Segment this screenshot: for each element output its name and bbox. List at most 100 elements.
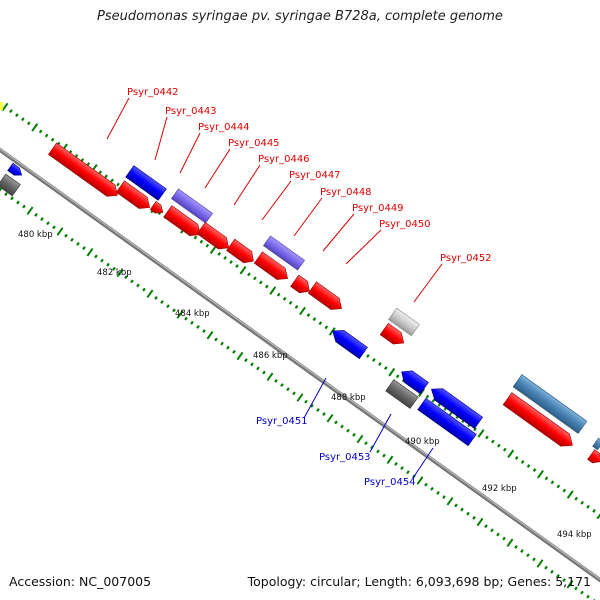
gene-label-forward[interactable]: Psyr_0452 — [440, 253, 492, 264]
major-tick — [206, 331, 214, 340]
minor-tick — [430, 486, 434, 491]
gene-arrow-steel[interactable] — [512, 374, 588, 434]
minor-tick — [364, 441, 368, 446]
gene-arrow-0449[interactable] — [226, 238, 258, 267]
gene-label-forward[interactable]: Psyr_0450 — [379, 219, 431, 230]
gene-arrow-0450c[interactable] — [307, 281, 345, 314]
minor-tick — [44, 133, 49, 138]
gene-label-forward[interactable]: Psyr_0443 — [165, 106, 217, 117]
minor-tick — [382, 453, 386, 458]
minor-tick — [196, 325, 200, 329]
major-tick — [326, 414, 334, 423]
minor-tick — [491, 439, 495, 444]
minor-tick — [556, 484, 561, 489]
gene-label-forward[interactable]: Psyr_0448 — [320, 187, 372, 198]
leader-line — [413, 263, 443, 303]
gene-arrow-0448b[interactable] — [196, 221, 233, 253]
gene-label-forward[interactable]: Psyr_0449 — [352, 203, 404, 214]
minor-tick — [514, 455, 519, 460]
minor-tick — [40, 217, 44, 221]
minor-tick — [526, 464, 531, 468]
major-tick — [566, 490, 574, 499]
gene-label-forward[interactable]: Psyr_0446 — [258, 154, 310, 165]
leader-line — [303, 377, 327, 419]
minor-tick — [244, 358, 248, 363]
gene-arrow-0454a[interactable] — [427, 383, 484, 430]
minor-tick — [520, 460, 525, 464]
minor-tick — [172, 308, 176, 313]
gene-label-forward[interactable]: Psyr_0442 — [127, 87, 179, 98]
gene-label-reverse[interactable]: Psyr_0454 — [364, 477, 416, 488]
minor-tick — [190, 320, 194, 325]
major-tick — [86, 248, 94, 257]
leader-line — [204, 148, 231, 189]
gene-arrow-0453[interactable] — [385, 379, 419, 409]
minor-tick — [34, 212, 38, 217]
minor-tick — [136, 283, 140, 288]
label-leaders — [106, 97, 443, 479]
minor-tick — [425, 394, 430, 399]
accession-text: Accession: NC_007005 — [9, 574, 152, 589]
gene-label-reverse[interactable]: Psyr_0453 — [319, 452, 371, 463]
gene-arrow-0453a[interactable] — [398, 366, 429, 395]
minor-tick — [21, 117, 25, 122]
minor-tick — [310, 403, 314, 408]
gene-arrow-0450[interactable] — [253, 251, 291, 284]
gene-arrow-0446[interactable] — [149, 201, 166, 216]
minor-tick — [154, 295, 158, 300]
minor-tick — [232, 349, 236, 354]
scale-label: 480 kbp — [18, 230, 53, 240]
minor-tick — [259, 280, 263, 285]
minor-tick — [130, 279, 134, 284]
major-tick — [146, 289, 154, 298]
gene-arrow-right-cyan[interactable] — [592, 437, 600, 451]
backbone-line — [0, 147, 600, 583]
minor-tick — [247, 272, 251, 277]
gene-arrow-0451[interactable] — [328, 325, 368, 360]
minor-tick — [346, 428, 350, 433]
major-tick — [56, 227, 64, 236]
gene-arrow-left-blue[interactable] — [7, 162, 25, 178]
minor-tick — [82, 246, 86, 251]
minor-tick — [217, 251, 222, 256]
gene-arrow-0442[interactable] — [47, 142, 121, 201]
minor-tick — [580, 590, 584, 595]
gene-arrow-0447[interactable] — [163, 205, 205, 241]
minor-tick — [124, 275, 128, 280]
gene-arrow-left-gray[interactable] — [0, 173, 21, 197]
gene-label-reverse[interactable]: Psyr_0451 — [256, 416, 308, 427]
minor-tick — [562, 488, 567, 493]
gene-label-forward[interactable]: Psyr_0444 — [198, 122, 250, 133]
gene-arrow-big-red[interactable] — [502, 392, 577, 452]
gene-arrow-0454[interactable] — [417, 397, 477, 447]
minor-tick — [502, 447, 507, 452]
gene-arrow-right-red[interactable] — [587, 449, 600, 467]
gene-label-forward[interactable]: Psyr_0445 — [228, 138, 280, 149]
minor-tick — [70, 237, 74, 242]
minor-tick — [544, 476, 549, 481]
major-tick — [477, 429, 485, 438]
gene-label-forward[interactable]: Psyr_0447 — [289, 170, 341, 181]
leader-line — [369, 413, 392, 453]
leader-line — [293, 197, 323, 237]
scale-label: 490 kbp — [405, 437, 440, 447]
gene-arrow-0444[interactable] — [115, 180, 153, 213]
minor-tick — [406, 470, 410, 475]
gene-arrow-0452b[interactable] — [379, 322, 408, 348]
minor-tick — [454, 503, 458, 508]
minor-tick — [262, 370, 266, 375]
minor-tick — [318, 321, 323, 326]
gene-arrow-0443[interactable] — [125, 165, 167, 201]
major-tick — [296, 393, 304, 402]
major-tick — [386, 455, 394, 464]
minor-tick — [580, 500, 584, 505]
minor-tick — [110, 178, 114, 183]
minor-tick — [220, 341, 224, 346]
minor-tick — [352, 432, 356, 437]
gene-arrow-0450b[interactable] — [290, 274, 314, 297]
gene-arrow-0452[interactable] — [388, 307, 420, 337]
minor-tick — [334, 420, 338, 425]
minor-tick — [112, 266, 116, 271]
gene-arrow-0448[interactable] — [263, 235, 305, 271]
